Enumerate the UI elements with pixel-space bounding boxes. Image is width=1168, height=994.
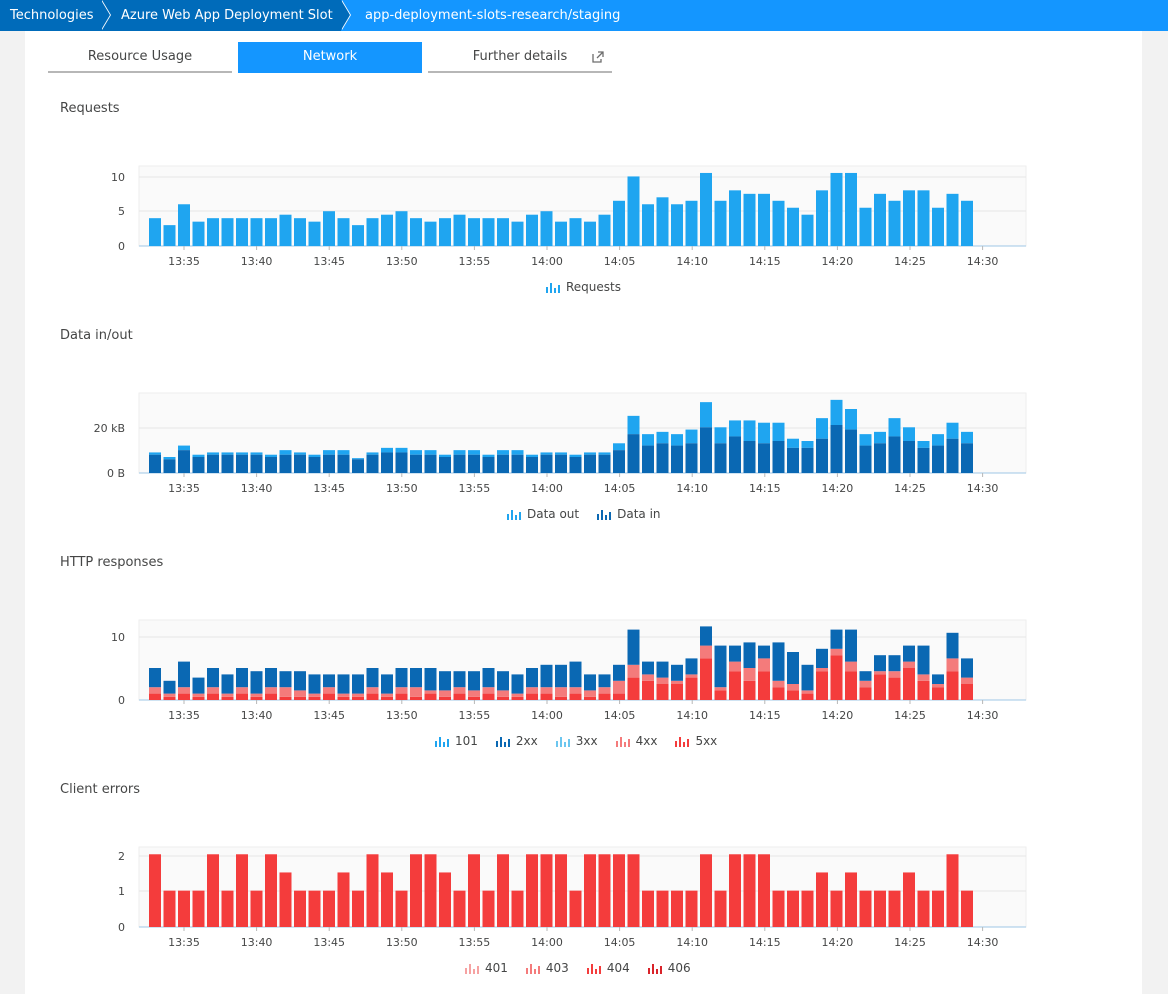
breadcrumb-azure-web-app-deployment-slot[interactable]: Azure Web App Deployment Slot: [101, 0, 351, 31]
legend-item-2xx[interactable]: 2xx: [495, 734, 538, 748]
http-legend: 101 2xx 3xx 4xx 5xx: [435, 734, 731, 748]
bar-chart-icon: [597, 509, 612, 520]
tab-further-details[interactable]: Further details: [428, 42, 612, 73]
legend-item-5xx[interactable]: 5xx: [675, 734, 717, 748]
data-legend: Data out Data in: [507, 507, 675, 521]
bar-chart-icon: [546, 282, 560, 293]
legend-item-requests[interactable]: Requests: [546, 280, 621, 294]
bar-chart-icon: [435, 736, 449, 747]
requests-legend: Requests: [546, 280, 635, 294]
legend-item-3xx[interactable]: 3xx: [555, 734, 598, 748]
breadcrumb-current-entity: app-deployment-slots-research/staging: [365, 8, 621, 23]
data-title: Data in/out: [60, 328, 133, 343]
bar-chart-icon: [555, 736, 570, 747]
legend-item-404[interactable]: 404: [586, 961, 630, 975]
bar-chart-icon: [525, 963, 540, 974]
bar-chart-icon: [586, 963, 601, 974]
bar-chart-icon: [495, 736, 510, 747]
bar-chart-icon: [507, 509, 521, 520]
tab-network[interactable]: Network: [238, 42, 422, 73]
bar-chart-icon: [615, 736, 630, 747]
legend-item-401[interactable]: 401: [465, 961, 508, 975]
legend-item-101[interactable]: 101: [435, 734, 478, 748]
legend-item-4xx[interactable]: 4xx: [615, 734, 657, 748]
legend-item-406[interactable]: 406: [647, 961, 691, 975]
legend-item-403[interactable]: 403: [525, 961, 569, 975]
breadcrumb: Technologies Azure Web App Deployment Sl…: [0, 0, 1168, 31]
bar-chart-icon: [675, 736, 690, 747]
bar-chart-icon: [647, 963, 662, 974]
external-link-icon: [592, 51, 604, 63]
legend-item-data-in[interactable]: Data in: [597, 507, 661, 521]
client-errors-legend: 401 403 404 406: [465, 961, 705, 975]
legend-item-data-out[interactable]: Data out: [507, 507, 579, 521]
requests-title: Requests: [60, 101, 120, 116]
breadcrumb-technologies[interactable]: Technologies: [0, 0, 111, 31]
bar-chart-icon: [465, 963, 479, 974]
http-title: HTTP responses: [60, 555, 164, 570]
client-errors-title: Client errors: [60, 782, 141, 797]
tab-resource-usage[interactable]: Resource Usage: [48, 42, 232, 73]
tab-bar: Resource Usage Network Further details: [48, 42, 618, 73]
